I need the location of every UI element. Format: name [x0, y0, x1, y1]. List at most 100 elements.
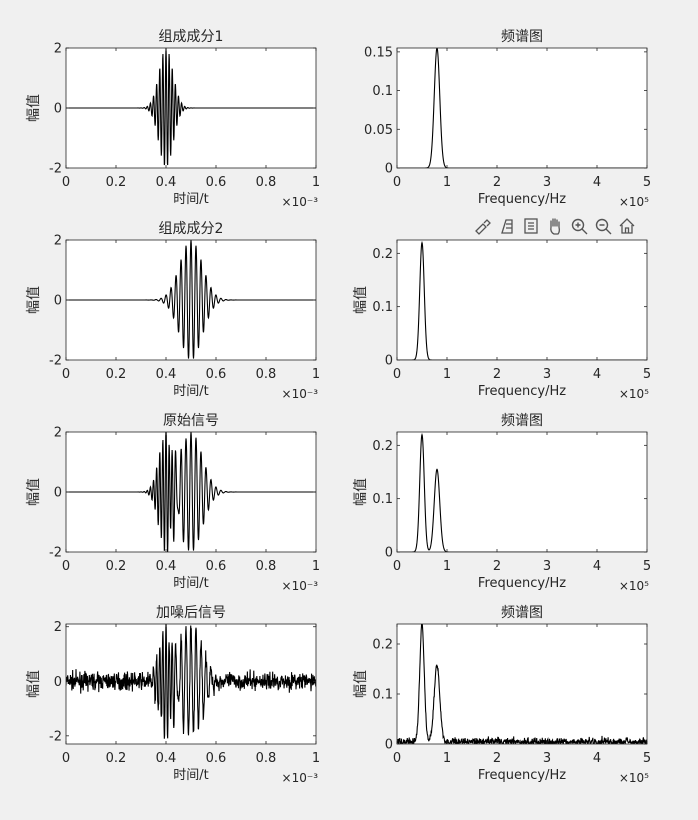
subplot-noisy-freq: 0 1 2 3 4 5 0 0.1 0.2 频谱图 Frequency/Hz 幅值 ×10⁵ [353, 605, 651, 785]
x-tick-label: 0.8 [256, 559, 277, 574]
axes-frame [396, 623, 648, 745]
x-tick-label: 0 [62, 175, 70, 190]
y-tick-label: -2 [49, 162, 62, 177]
y-tick-label: 0 [385, 546, 393, 561]
y-axis-label: 幅值 [26, 94, 42, 122]
x-tick-label: 1 [312, 559, 320, 574]
x-axis-label: Frequency/Hz [478, 192, 566, 207]
y-tick-label: 0.2 [372, 247, 393, 262]
y-tick-label: 2 [54, 42, 62, 57]
x-exponent-label: ×10⁵ [619, 387, 649, 401]
x-exponent-label: ×10⁵ [619, 579, 649, 593]
y-tick-label: 2 [54, 234, 62, 249]
axes-title: 频谱图 [501, 605, 543, 621]
x-axis-label: 时间/t [173, 576, 208, 591]
x-tick-label: 0 [62, 559, 70, 574]
x-tick-label: 4 [593, 559, 601, 574]
x-tick-label: 0.6 [206, 559, 227, 574]
x-tick-label: 5 [643, 559, 651, 574]
y-tick-label: 0.2 [372, 439, 393, 454]
x-tick-label: 3 [543, 559, 551, 574]
x-tick-label: 1 [443, 175, 451, 190]
x-tick-label: 3 [543, 751, 551, 766]
x-tick-label: 1 [312, 175, 320, 190]
y-tick-label: 0.2 [372, 638, 393, 653]
x-tick-label: 0.2 [106, 367, 127, 382]
x-tick-label: 0.2 [106, 751, 127, 766]
y-axis-label: 幅值 [26, 670, 42, 698]
x-tick-label: 0.8 [256, 367, 277, 382]
series-line-0 [397, 624, 647, 744]
y-tick-label: 2 [54, 620, 62, 635]
x-exponent-label: ×10⁻³ [282, 771, 319, 785]
x-axis-label: Frequency/Hz [478, 768, 566, 783]
zoom-out-icon[interactable] [592, 215, 614, 237]
x-axis-label: 时间/t [173, 768, 208, 783]
plot-area[interactable] [397, 240, 647, 360]
series-line-0 [66, 624, 316, 739]
x-tick-label: 0.6 [206, 367, 227, 382]
y-tick-label: 0.1 [372, 492, 393, 507]
y-tick-label: 0 [54, 294, 62, 309]
x-tick-label: 0.2 [106, 175, 127, 190]
y-tick-label: 0 [54, 486, 62, 501]
axes-title: 组成成分1 [159, 29, 224, 45]
axes-frame [396, 47, 648, 169]
x-axis-label: Frequency/Hz [478, 384, 566, 399]
series-line-0 [66, 240, 316, 359]
x-tick-label: 0 [62, 367, 70, 382]
y-tick-label: 0 [54, 102, 62, 117]
x-tick-label: 0 [393, 751, 401, 766]
x-tick-label: 0.6 [206, 175, 227, 190]
y-tick-label: -2 [49, 729, 62, 744]
zoom-in-icon[interactable] [568, 215, 590, 237]
x-tick-label: 3 [543, 367, 551, 382]
x-tick-label: 4 [593, 175, 601, 190]
axes-frame [396, 431, 648, 553]
axes-title: 频谱图 [501, 29, 543, 45]
x-tick-label: 0 [393, 559, 401, 574]
x-tick-label: 0.4 [156, 175, 177, 190]
series-line-0 [66, 48, 316, 166]
y-tick-label: 0.1 [372, 300, 393, 315]
x-tick-label: 0 [393, 175, 401, 190]
pan-hand-icon[interactable] [544, 215, 566, 237]
x-tick-label: 2 [493, 367, 501, 382]
y-axis-label: 幅值 [353, 478, 369, 506]
x-axis-label: Frequency/Hz [478, 576, 566, 591]
plot-area[interactable] [397, 48, 647, 168]
x-exponent-label: ×10⁻³ [282, 579, 319, 593]
legend-icon[interactable] [520, 215, 542, 237]
x-tick-label: 1 [443, 559, 451, 574]
x-tick-label: 4 [593, 751, 601, 766]
x-tick-label: 1 [443, 367, 451, 382]
y-tick-label: 0.1 [372, 688, 393, 703]
home-icon[interactable] [616, 215, 638, 237]
x-tick-label: 2 [493, 559, 501, 574]
x-tick-label: 0.4 [156, 559, 177, 574]
x-tick-label: 0 [62, 751, 70, 766]
x-exponent-label: ×10⁵ [619, 195, 649, 209]
y-tick-label: -2 [49, 546, 62, 561]
y-axis-label: 幅值 [26, 286, 42, 314]
x-tick-label: 5 [643, 367, 651, 382]
x-exponent-label: ×10⁻³ [282, 387, 319, 401]
brush-icon[interactable] [472, 215, 494, 237]
y-tick-label: 0 [54, 675, 62, 690]
x-exponent-label: ×10⁻³ [282, 195, 319, 209]
x-tick-label: 5 [643, 175, 651, 190]
subplot-comp1-freq: 0 1 2 3 4 5 0 0.05 0.1 0.15 频谱图 Frequency/Hz ×10⁵ [364, 29, 651, 209]
x-tick-label: 0.8 [256, 175, 277, 190]
x-tick-label: 2 [493, 751, 501, 766]
series-line-0 [397, 432, 647, 552]
y-tick-label: 2 [54, 426, 62, 441]
y-tick-label: 0 [385, 162, 393, 177]
axes-title: 加噪后信号 [156, 605, 226, 621]
y-tick-label: 0.15 [364, 45, 393, 60]
y-axis-label: 幅值 [353, 670, 369, 698]
data-tip-icon[interactable] [496, 215, 518, 237]
